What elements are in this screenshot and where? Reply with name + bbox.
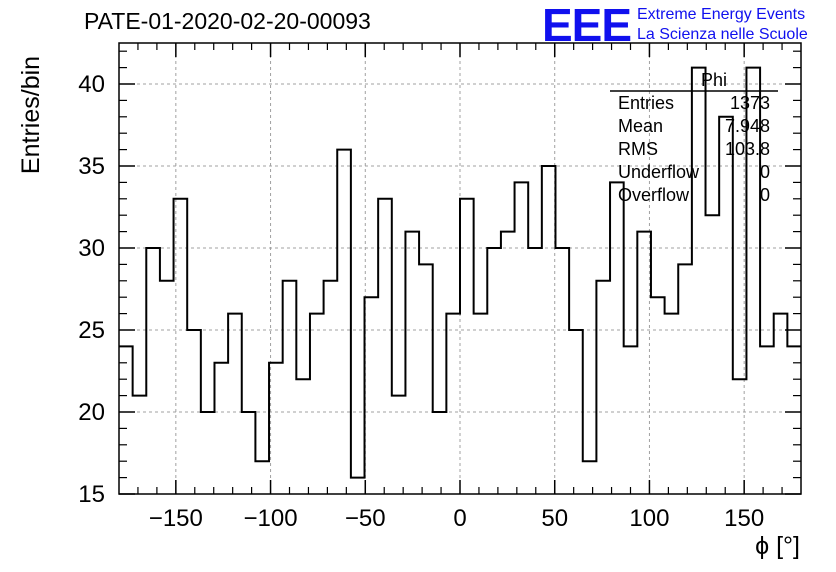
y-tick-label: 20 [78,399,105,426]
logo-line-1: Extreme Energy Events [637,6,806,23]
x-tick-label: 100 [629,505,669,532]
stats-label: RMS [618,139,658,159]
stats-name: Phi [700,70,727,90]
stats-row: Entries 1373 [610,92,778,115]
stats-value: 0 [759,185,770,205]
x-tick-label: −100 [244,505,298,532]
stats-value: 103.8 [724,139,770,159]
y-tick-label: 30 [78,235,105,262]
y-tick-label: 35 [78,153,105,180]
stats-value: 0 [759,162,770,182]
y-tick-label: 15 [78,481,105,508]
histogram-line [119,66,801,479]
y-axis-label: Entries/bin [17,55,45,175]
x-tick-label: −150 [149,505,203,532]
y-tick-label: 40 [78,71,105,98]
x-tick-label: 50 [541,505,568,532]
stats-box: Phi Entries 1373 Mean 7.948 RMS 103.8 Un… [610,70,778,207]
chart-title: PATE-01-2020-02-20-00093 [84,8,371,34]
axis-ticks: −150 −100 −50 0 50 100 150 15 20 25 30 35 40 [78,43,801,532]
stats-row: Overflow 0 [610,184,778,207]
x-axis-label: ϕ [°] [755,532,800,560]
stats-value: 1373 [729,93,770,113]
x-tick-label: −50 [345,505,386,532]
logo-line-2: La Scienza nelle Scuole [637,26,808,43]
stats-label: Underflow [618,162,700,182]
stats-row: Underflow 0 [610,161,778,184]
stats-row: RMS 103.8 [610,138,778,161]
stats-label: Overflow [618,185,690,205]
x-tick-label: 150 [724,505,764,532]
stats-value: 7.948 [724,116,770,136]
stats-label: Entries [618,93,675,113]
stats-label: Mean [618,116,664,136]
eee-logo: EEE [542,0,632,51]
x-tick-label: 0 [453,505,466,532]
stats-row: Mean 7.948 [610,115,778,138]
y-tick-label: 25 [78,317,105,344]
